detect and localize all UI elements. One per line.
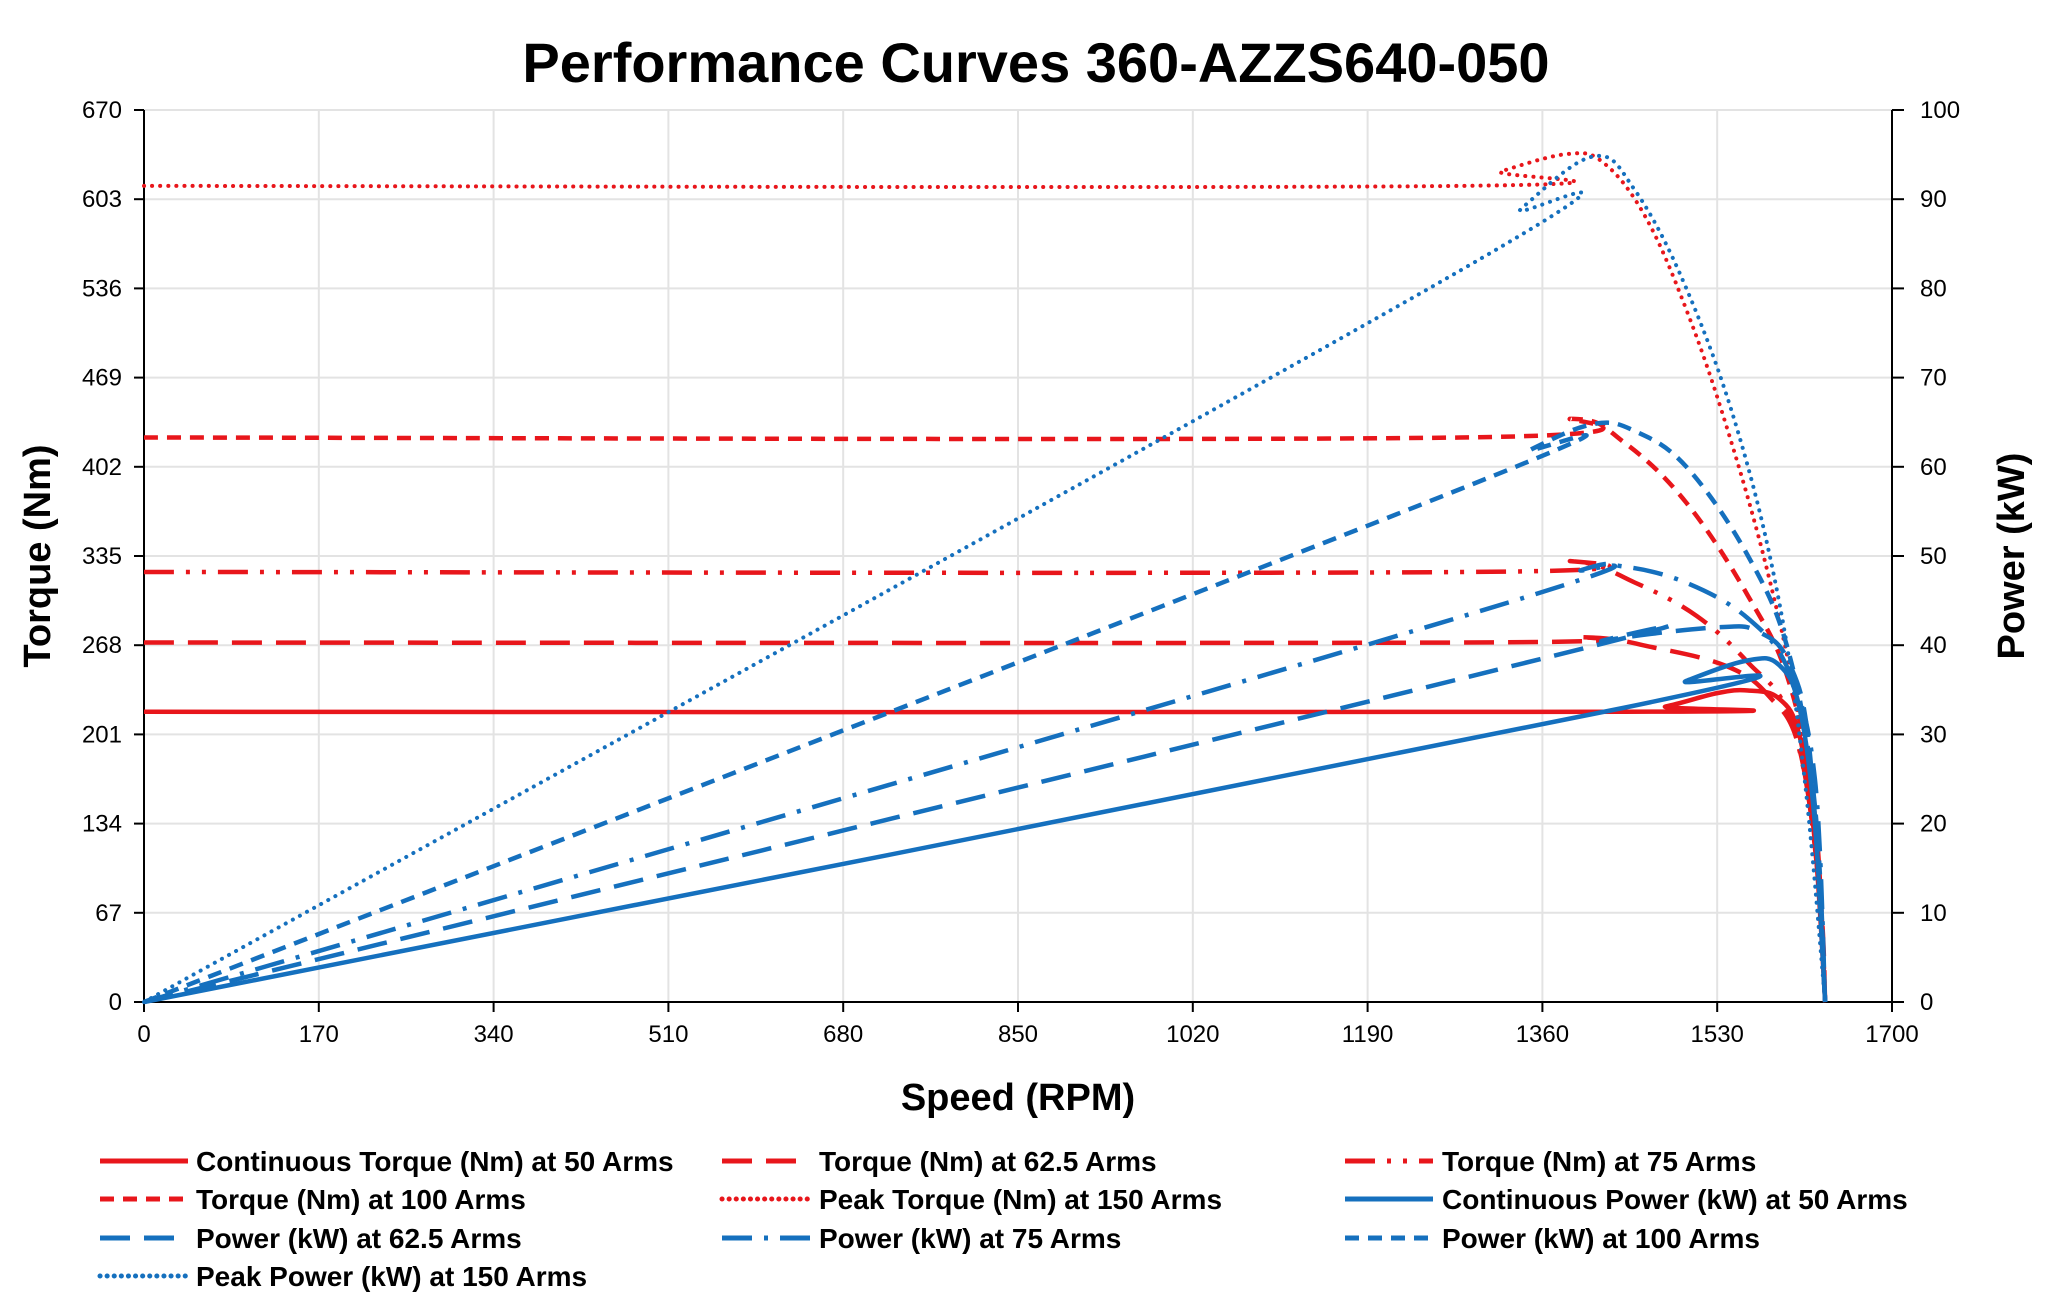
y2-tick-label: 40: [1920, 632, 1947, 659]
y2-tick-label: 10: [1920, 900, 1947, 927]
y2-axis-title: Power (kW): [1991, 453, 2033, 660]
y2-tick-label: 30: [1920, 721, 1947, 748]
series-line: [143, 634, 1828, 1003]
legend: Continuous Torque (Nm) at 50 Arms Torque …: [97, 1146, 1908, 1292]
y-tick-label: 0: [109, 989, 122, 1016]
y-tick-label: 670: [82, 97, 122, 124]
y2-tick-label: 100: [1920, 97, 1960, 124]
y2-tick-label: 20: [1920, 811, 1947, 838]
y2-tick-label: 60: [1920, 454, 1947, 481]
legend-item: Peak Torque (Nm) at 150 Arms: [719, 1184, 1222, 1215]
legend-item: Power (kW) at 100 Arms: [1345, 1223, 1760, 1254]
x-tick-label: 680: [823, 1021, 863, 1048]
series-lines: [142, 151, 1828, 1005]
gridlines: [144, 109, 1893, 1002]
legend-item: Continuous Torque (Nm) at 50 Arms: [100, 1146, 674, 1177]
y2-tick-label: 70: [1920, 365, 1947, 392]
y2-tick-label: 50: [1920, 543, 1947, 570]
legend-label: Torque (Nm) at 75 Arms: [1442, 1146, 1756, 1177]
x-tick-label: 510: [648, 1021, 688, 1048]
y2-tick-label: 0: [1920, 989, 1933, 1016]
legend-label: Continuous Power (kW) at 50 Arms: [1442, 1184, 1908, 1215]
series-line: [143, 687, 1828, 1003]
legend-item: Continuous Power (kW) at 50 Arms: [1345, 1184, 1908, 1215]
legend-label: Torque (Nm) at 62.5 Arms: [819, 1146, 1157, 1177]
x-tick-label: 1360: [1516, 1021, 1569, 1048]
legend-item: Power (kW) at 75 Arms: [722, 1223, 1121, 1254]
y2-tick-label: 80: [1920, 275, 1947, 302]
y-tick-label: 603: [82, 186, 122, 213]
y-tick-label: 67: [95, 900, 122, 927]
chart-title: Performance Curves 360-AZZS640-050: [522, 31, 1549, 94]
x-tick-label: 170: [299, 1021, 339, 1048]
x-tick-label: 1190: [1342, 1021, 1394, 1048]
y-tick-label: 469: [82, 365, 122, 392]
legend-item: Torque (Nm) at 100 Arms: [100, 1184, 526, 1215]
x-tick-label: 0: [137, 1021, 150, 1048]
y-tick-label: 201: [82, 721, 122, 748]
y-axis-title: Torque (Nm): [17, 444, 59, 667]
y-tick-label: 402: [82, 454, 122, 481]
legend-label: Power (kW) at 62.5 Arms: [196, 1223, 522, 1254]
series-line: [143, 561, 1828, 1005]
legend-label: Peak Power (kW) at 150 Arms: [196, 1261, 587, 1292]
x-axis-title: Speed (RPM): [901, 1077, 1135, 1119]
series-line: [143, 558, 1828, 1003]
legend-item: Torque (Nm) at 62.5 Arms: [722, 1146, 1157, 1177]
y-tick-label: 268: [82, 632, 122, 659]
legend-label: Peak Torque (Nm) at 150 Arms: [819, 1184, 1222, 1215]
legend-item: Power (kW) at 62.5 Arms: [100, 1223, 522, 1254]
y-tick-label: 134: [82, 811, 122, 838]
x-tick-label: 1020: [1166, 1021, 1219, 1048]
legend-label: Torque (Nm) at 100 Arms: [196, 1184, 526, 1215]
series-line: [142, 151, 1828, 1004]
axes: 0 170 340 510 680 850 1020 1190 1360 1530 17000671…: [82, 97, 1960, 1048]
legend-label: Power (kW) at 75 Arms: [819, 1223, 1121, 1254]
x-tick-label: 1530: [1691, 1021, 1744, 1048]
x-tick-label: 340: [474, 1021, 514, 1048]
legend-item: Torque (Nm) at 75 Arms: [1345, 1146, 1756, 1177]
y-tick-label: 536: [82, 275, 122, 302]
series-line: [143, 623, 1828, 1005]
x-tick-label: 1700: [1865, 1021, 1918, 1048]
legend-label: Power (kW) at 100 Arms: [1442, 1223, 1760, 1254]
x-tick-label: 850: [998, 1021, 1038, 1048]
y-tick-label: 335: [82, 543, 122, 570]
y2-tick-label: 90: [1920, 186, 1947, 213]
series-line: [143, 420, 1828, 1005]
series-line: [142, 153, 1828, 1004]
legend-label: Continuous Torque (Nm) at 50 Arms: [196, 1146, 674, 1177]
legend-item: Peak Power (kW) at 150 Arms: [97, 1261, 587, 1292]
